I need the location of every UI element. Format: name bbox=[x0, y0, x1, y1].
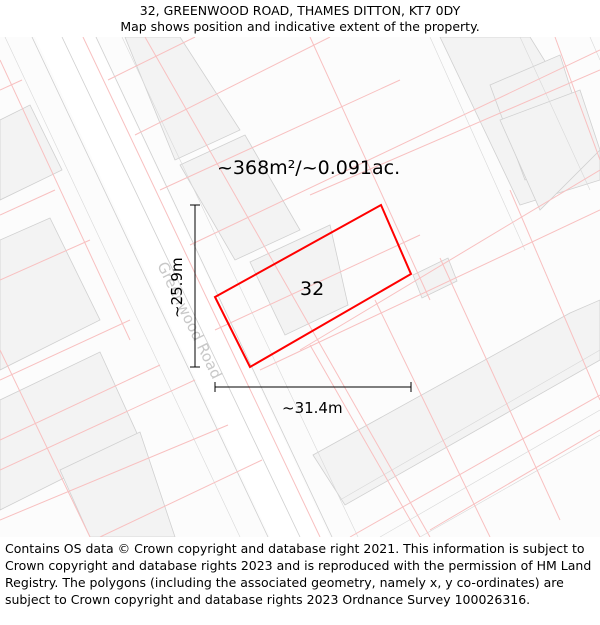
horizontal-dimension bbox=[214, 382, 412, 392]
property-address: 32, GREENWOOD ROAD, THAMES DITTON, KT7 0… bbox=[139, 3, 461, 18]
parcel-lines-layer bbox=[0, 37, 600, 537]
map-subtitle: Map shows position and indicative extent… bbox=[120, 19, 480, 34]
vertical-dimension bbox=[190, 204, 200, 368]
copyright-notice: Contains OS data © Crown copyright and d… bbox=[5, 541, 592, 607]
plot-number-label: 32 bbox=[300, 278, 324, 300]
area-label: ~368m²/~0.091ac. bbox=[217, 157, 400, 179]
vertical-dimension-label: ~25.9m bbox=[168, 257, 186, 318]
road-layer bbox=[4, 37, 600, 537]
property-map[interactable]: Greenwood Road ~368m²/~0.091ac. 32 ~25.9… bbox=[0, 37, 600, 537]
map-header: 32, GREENWOOD ROAD, THAMES DITTON, KT7 0… bbox=[0, 0, 600, 37]
map-canvas: Greenwood Road ~368m²/~0.091ac. 32 ~25.9… bbox=[0, 37, 600, 537]
buildings-layer bbox=[0, 37, 600, 537]
property-boundary[interactable] bbox=[213, 203, 413, 369]
horizontal-dimension-label: ~31.4m bbox=[282, 399, 343, 417]
